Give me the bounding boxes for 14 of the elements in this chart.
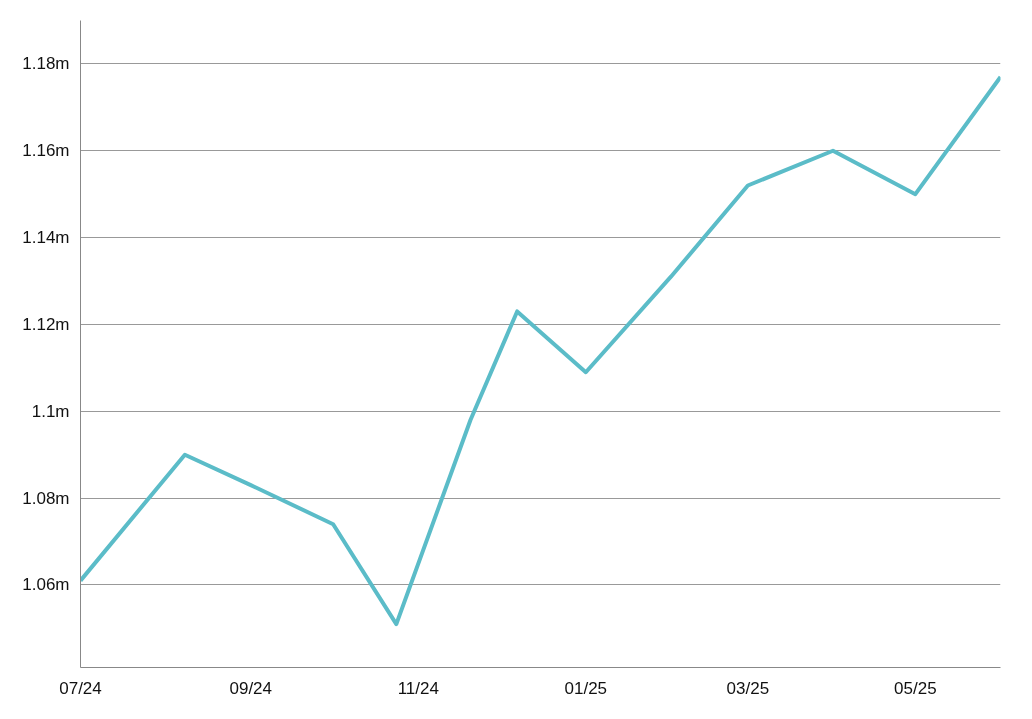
line-series [80,74,1001,627]
x-tick-label: 05/25 [894,678,937,698]
x-tick-label: 01/25 [564,678,608,698]
y-tick-label: 1.12m [22,314,70,334]
x-tick-label: 09/24 [229,678,273,698]
y-tick-label: 1.18m [22,54,70,74]
y-tick-label: 1.16m [22,141,70,161]
y-tick-label: 1.14m [22,228,70,248]
y-tick-label: 1.1m [31,401,70,421]
y-tick-label: 1.08m [22,488,70,508]
x-tick-label: 11/24 [397,678,439,698]
x-tick-label: 03/25 [726,678,770,698]
y-tick-label: 1.06m [22,575,70,595]
x-tick-label: 07/24 [59,678,102,698]
